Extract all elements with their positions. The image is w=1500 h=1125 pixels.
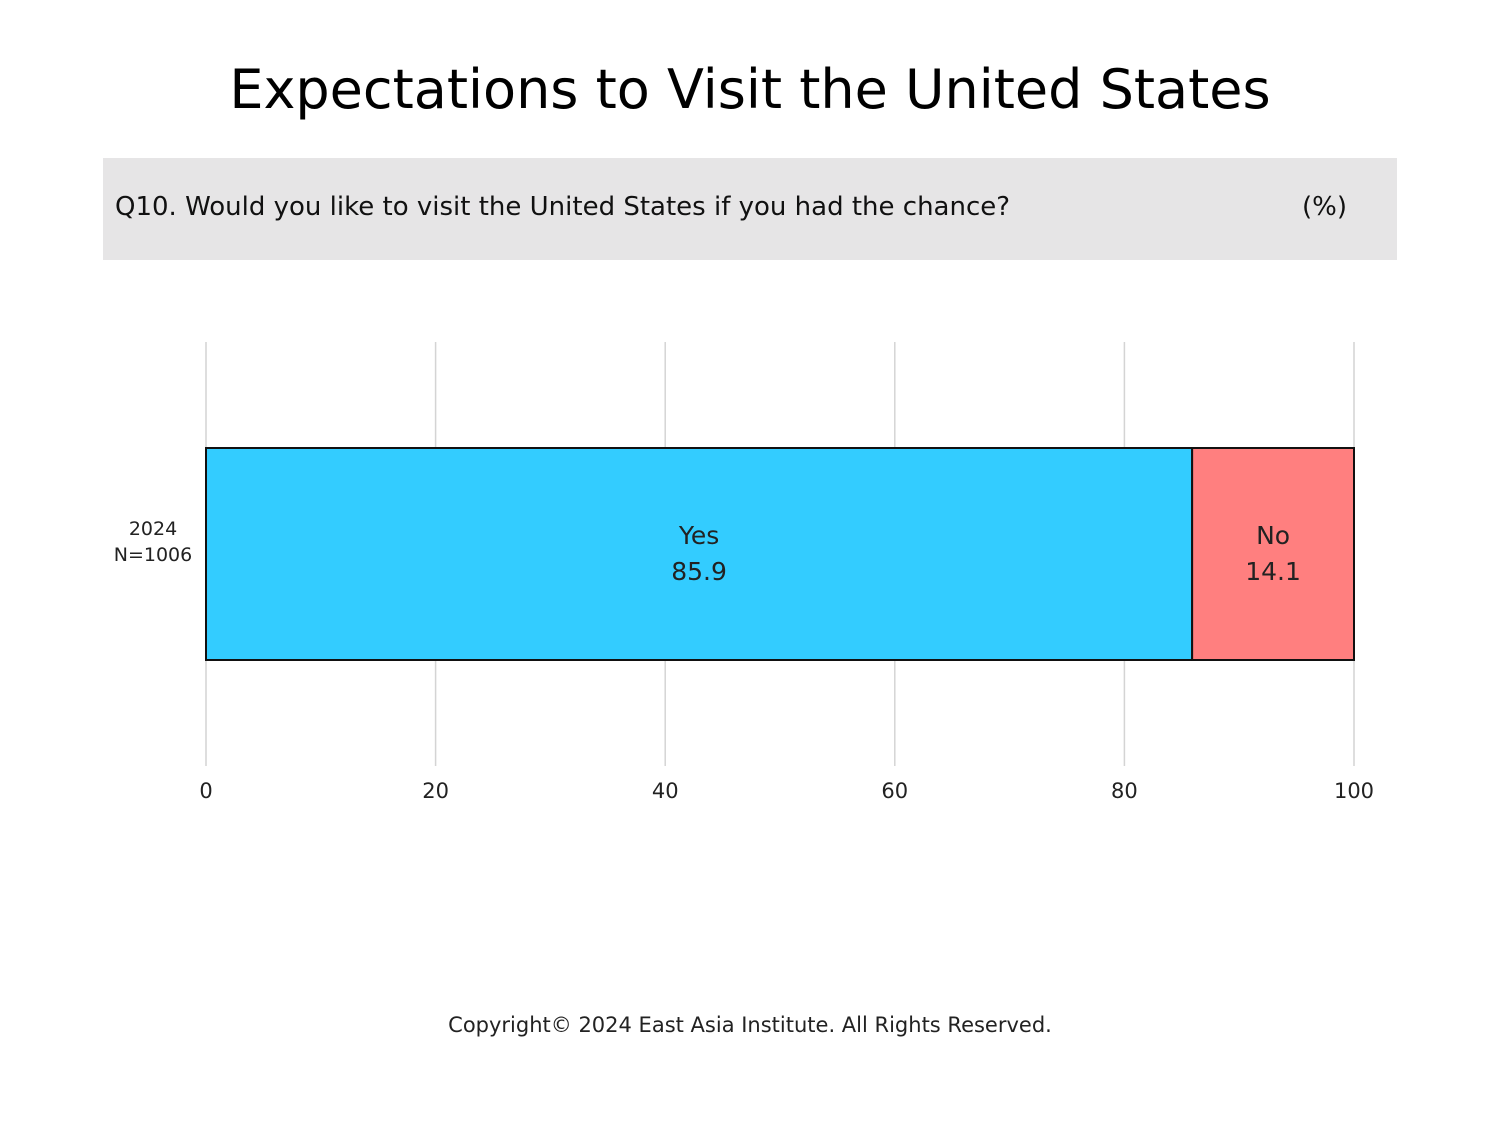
labels: 0 20 40 60 80 100 2024 N=1006 Yes 85.9 No 14.1 bbox=[114, 518, 1374, 803]
chart-title: Expectations to Visit the United States bbox=[229, 58, 1271, 121]
copyright-notice: Copyright© 2024 East Asia Institute. All… bbox=[448, 1013, 1052, 1037]
segment-name-label: Yes bbox=[678, 521, 719, 550]
segment-name-label: No bbox=[1256, 521, 1290, 550]
x-tick-label: 60 bbox=[881, 779, 908, 803]
question-banner: Q10. Would you like to visit the United … bbox=[103, 158, 1397, 260]
unit-label: (%) bbox=[1302, 192, 1347, 222]
x-tick-label: 100 bbox=[1334, 779, 1374, 803]
x-tick-label: 0 bbox=[199, 779, 212, 803]
bars bbox=[205, 447, 1355, 661]
question-text: Q10. Would you like to visit the United … bbox=[115, 192, 1011, 222]
x-tick-label: 20 bbox=[422, 779, 449, 803]
segment-value-label: 14.1 bbox=[1245, 557, 1301, 586]
x-tick-label: 80 bbox=[1111, 779, 1138, 803]
x-tick-label: 40 bbox=[652, 779, 679, 803]
segment-value-label: 85.9 bbox=[671, 557, 727, 586]
category-label: 2024 N=1006 bbox=[114, 518, 193, 566]
bar-segment-yes bbox=[205, 447, 1194, 661]
bar-segment-no bbox=[1191, 447, 1355, 661]
